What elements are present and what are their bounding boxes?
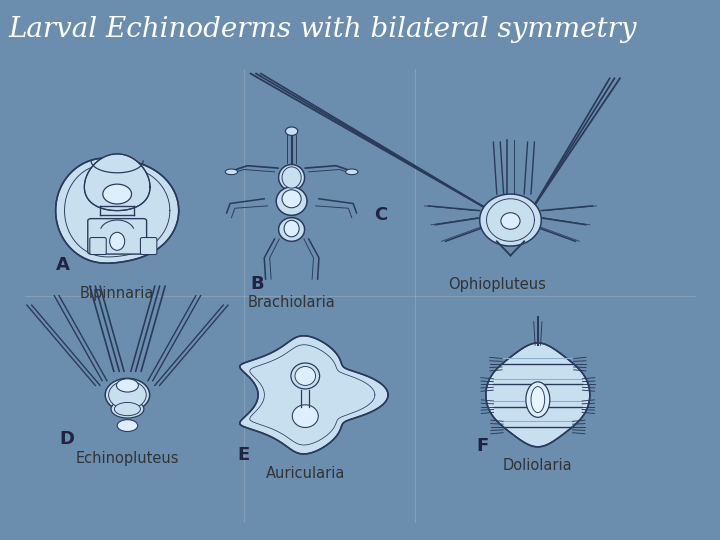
Ellipse shape — [531, 387, 545, 413]
Ellipse shape — [291, 363, 320, 389]
FancyBboxPatch shape — [88, 219, 147, 254]
Ellipse shape — [111, 400, 144, 418]
Text: E: E — [237, 446, 249, 464]
Ellipse shape — [114, 402, 140, 416]
Ellipse shape — [501, 213, 520, 230]
FancyBboxPatch shape — [140, 238, 157, 254]
Ellipse shape — [295, 367, 315, 386]
Ellipse shape — [276, 187, 307, 215]
Ellipse shape — [117, 379, 138, 392]
Text: B: B — [251, 274, 264, 293]
Ellipse shape — [292, 405, 318, 428]
Ellipse shape — [282, 167, 301, 188]
Ellipse shape — [279, 165, 305, 191]
Ellipse shape — [346, 169, 358, 174]
Polygon shape — [240, 336, 388, 454]
Ellipse shape — [225, 169, 238, 174]
Text: F: F — [477, 437, 489, 455]
Polygon shape — [486, 343, 590, 447]
Ellipse shape — [285, 127, 298, 136]
Text: A: A — [55, 255, 70, 274]
Ellipse shape — [103, 184, 132, 204]
Text: C: C — [374, 206, 387, 224]
Text: Bipinnaria: Bipinnaria — [80, 286, 154, 301]
Ellipse shape — [284, 220, 299, 237]
Text: Echinopluteus: Echinopluteus — [76, 451, 179, 467]
Ellipse shape — [109, 232, 125, 251]
Polygon shape — [84, 154, 150, 211]
Ellipse shape — [117, 420, 138, 431]
FancyBboxPatch shape — [90, 238, 107, 254]
Ellipse shape — [279, 218, 305, 241]
Text: D: D — [59, 430, 74, 449]
Text: Brachiolaria: Brachiolaria — [248, 295, 336, 310]
Text: Auricularia: Auricularia — [266, 465, 345, 481]
Ellipse shape — [109, 381, 146, 409]
Ellipse shape — [105, 379, 150, 411]
Ellipse shape — [526, 382, 550, 417]
Polygon shape — [480, 194, 541, 246]
Text: Doliolaria: Doliolaria — [503, 457, 572, 472]
Ellipse shape — [282, 190, 301, 208]
Text: Larval Echinoderms with bilateral symmetry: Larval Echinoderms with bilateral symmet… — [9, 16, 637, 43]
Text: Ophiopluteus: Ophiopluteus — [448, 276, 546, 292]
Polygon shape — [55, 158, 179, 263]
